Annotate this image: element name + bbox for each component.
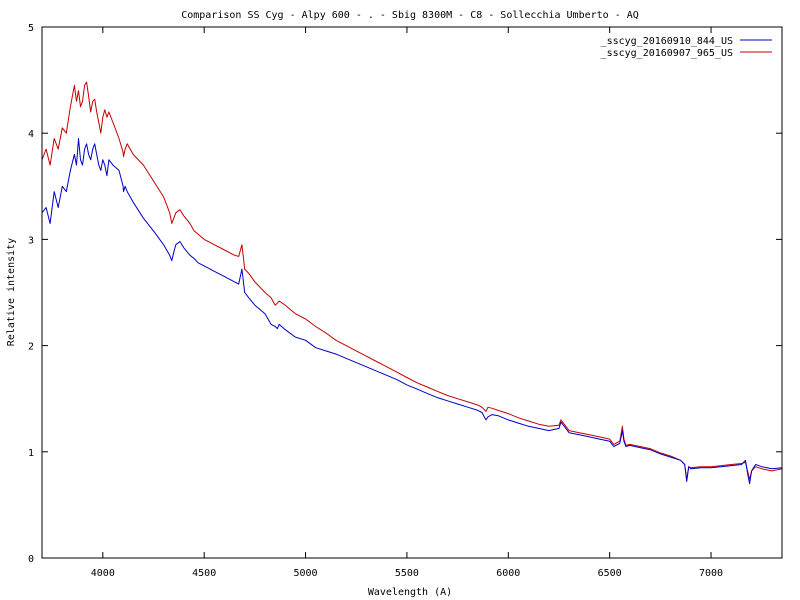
x-tick-label: 6500	[598, 568, 622, 579]
y-tick-labels: 0 1 2 3 4 5	[28, 23, 34, 565]
chart-title: Comparison SS Cyg - Alpy 600 - . - Sbig …	[181, 10, 639, 21]
legend: _sscyg_20160910_844_US_sscyg_20160907_96…	[601, 36, 772, 59]
x-axis-label: Wavelength (A)	[368, 587, 452, 598]
y-tick-label: 2	[28, 342, 34, 353]
x-tick-label: 5500	[395, 568, 419, 579]
x-tick-label: 4500	[192, 568, 216, 579]
y-tick-label: 3	[28, 235, 34, 246]
plot-frame	[41, 26, 783, 559]
x-tick-labels: 4000 4500 5000 5500 6000 6500 7000	[91, 568, 723, 579]
y-tick-label: 0	[28, 554, 34, 565]
x-tick-label: 7000	[699, 568, 723, 579]
series-lines	[41, 81, 783, 485]
y-tick-label: 5	[28, 23, 34, 34]
y-tick-label: 4	[28, 129, 34, 140]
y-axis-label: Relative intensity	[6, 238, 17, 346]
y-tick-label: 1	[28, 448, 34, 459]
series-line-sscyg_20160910_844_US	[41, 138, 783, 485]
x-tick-label: 6000	[496, 568, 520, 579]
legend-label: _sscyg_20160907_965_US	[601, 48, 733, 59]
legend-label: _sscyg_20160910_844_US	[601, 36, 733, 47]
series-line-sscyg_20160907_965_US	[41, 81, 783, 480]
x-tick-label: 5000	[294, 568, 318, 579]
x-tick-label: 4000	[91, 568, 115, 579]
